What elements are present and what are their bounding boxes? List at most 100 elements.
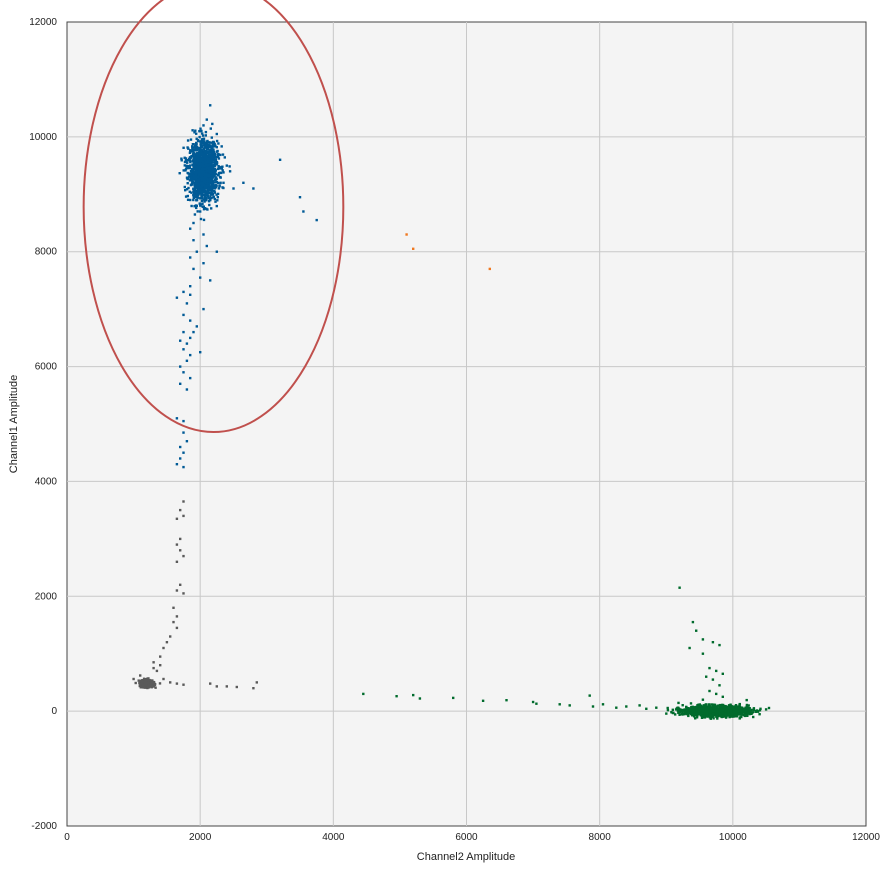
data-point	[752, 715, 755, 719]
data-point	[208, 181, 211, 185]
data-point	[196, 182, 199, 186]
data-point	[208, 145, 211, 148]
data-point	[682, 708, 685, 712]
data-point	[723, 712, 726, 716]
data-point	[179, 549, 182, 552]
data-point	[748, 712, 751, 716]
data-point	[202, 233, 205, 236]
data-point	[685, 706, 688, 709]
data-point	[192, 165, 195, 169]
data-point	[194, 159, 197, 162]
x-tick-label: 2000	[189, 832, 212, 843]
data-point	[182, 371, 185, 374]
data-point	[201, 202, 204, 205]
data-point	[197, 168, 200, 172]
data-point	[708, 703, 711, 706]
data-point	[702, 704, 706, 707]
data-point	[752, 707, 756, 710]
data-point	[209, 145, 213, 148]
data-point	[211, 155, 214, 159]
data-point	[195, 160, 199, 163]
data-point	[202, 218, 206, 222]
data-point	[201, 162, 204, 165]
data-point	[214, 184, 217, 187]
data-point	[745, 713, 749, 716]
data-point	[175, 543, 179, 546]
y-tick-label: 10000	[29, 132, 57, 143]
data-point	[198, 158, 201, 161]
data-point	[718, 684, 721, 687]
data-point	[196, 170, 199, 173]
data-point	[212, 187, 215, 190]
data-point	[205, 141, 208, 145]
data-point	[139, 686, 142, 689]
data-point	[195, 174, 198, 177]
data-point	[184, 189, 187, 192]
data-point	[158, 682, 162, 685]
data-point	[213, 150, 216, 154]
data-point	[215, 132, 218, 136]
data-point	[709, 711, 712, 714]
data-point	[196, 188, 200, 191]
data-point	[189, 285, 192, 288]
data-point	[191, 145, 194, 148]
y-axis-title: Channel1 Amplitude	[8, 375, 20, 473]
data-point	[719, 706, 723, 709]
data-point	[730, 715, 733, 718]
x-tick-label: 6000	[455, 832, 478, 843]
data-point	[197, 156, 200, 159]
data-point	[182, 451, 185, 454]
data-point	[206, 166, 209, 169]
data-point	[183, 160, 187, 164]
data-point	[194, 190, 197, 193]
data-point	[221, 153, 225, 156]
data-point	[700, 708, 703, 711]
data-point	[192, 174, 195, 177]
data-point	[209, 682, 212, 685]
data-point	[734, 714, 738, 717]
data-point	[676, 709, 679, 712]
data-point	[200, 144, 203, 148]
data-point	[481, 699, 485, 702]
x-tick-label: 8000	[589, 832, 612, 843]
data-point	[225, 164, 228, 167]
data-point	[191, 163, 194, 166]
data-point	[728, 715, 731, 719]
data-point	[207, 167, 211, 171]
data-point	[203, 167, 206, 171]
data-point	[210, 207, 213, 210]
data-point	[186, 182, 189, 185]
data-point	[198, 151, 201, 154]
data-point	[217, 142, 220, 145]
x-tick-label: 12000	[852, 832, 880, 843]
data-point	[198, 166, 201, 169]
data-point	[193, 160, 196, 164]
data-point	[175, 560, 179, 563]
data-point	[212, 140, 215, 144]
data-point	[202, 205, 205, 208]
data-point	[208, 149, 211, 152]
data-point	[185, 359, 189, 362]
data-point	[198, 135, 201, 139]
data-point	[721, 708, 725, 712]
data-point	[222, 171, 225, 174]
data-point	[207, 200, 211, 203]
data-point	[215, 146, 218, 149]
data-point	[194, 145, 197, 148]
data-point	[204, 192, 207, 195]
data-point	[687, 714, 690, 718]
data-point	[194, 188, 197, 191]
data-point	[194, 195, 197, 198]
data-point	[217, 157, 221, 160]
x-tick-label: 4000	[322, 832, 345, 843]
data-point	[197, 179, 200, 183]
data-point	[701, 706, 704, 709]
data-point	[212, 196, 215, 199]
data-point	[681, 704, 684, 707]
data-point	[708, 689, 711, 693]
data-point	[217, 153, 220, 156]
data-point	[716, 711, 719, 714]
data-point	[187, 175, 191, 178]
data-point	[175, 615, 179, 618]
data-point	[202, 184, 206, 187]
